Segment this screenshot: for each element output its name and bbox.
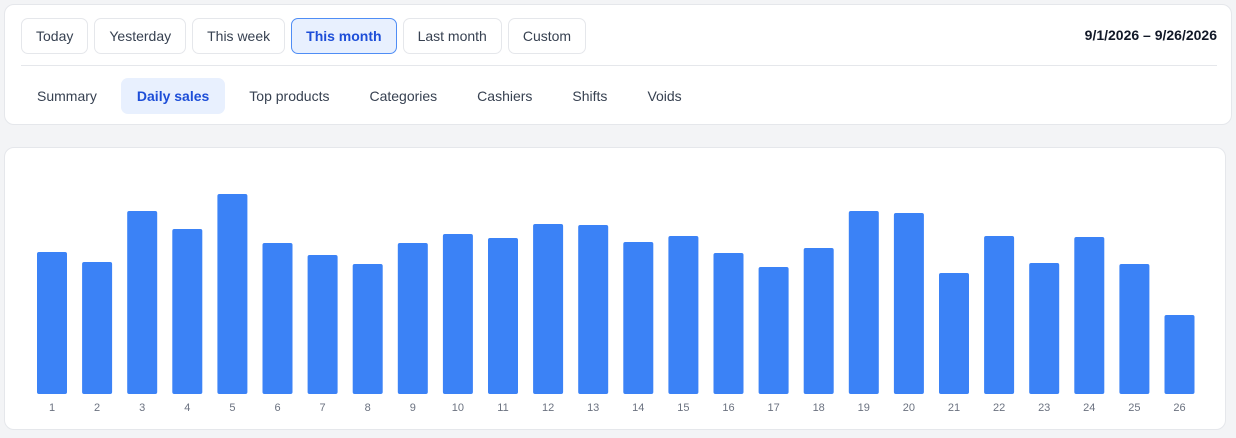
x-tick-label: 22	[993, 402, 1005, 414]
x-tick-label: 12	[542, 402, 554, 414]
range-button-yesterday[interactable]: Yesterday	[94, 18, 187, 54]
x-tick-label: 3	[139, 402, 145, 414]
x-tick-label: 10	[452, 402, 464, 414]
bar-day-15[interactable]	[668, 236, 699, 394]
daily-sales-chart-card: 1 2 3 4 5 6 7 8 9 10 11 12 13 14 15 16 17 18 19 20 21 22 23 24 2…	[4, 147, 1226, 430]
tab-cashiers[interactable]: Cashiers	[477, 88, 533, 104]
x-tick-label: 25	[1128, 402, 1140, 414]
tab-top-products[interactable]: Top products	[249, 88, 330, 104]
tab-summary[interactable]: Summary	[37, 88, 97, 104]
x-tick-label: 9	[410, 402, 416, 414]
range-button-this-week[interactable]: This week	[192, 18, 286, 54]
date-range-display: 9/1/2026 – 9/26/2026	[1084, 27, 1217, 43]
tab-shifts[interactable]: Shifts	[572, 88, 608, 104]
report-tabs: Summary Daily sales Top products Categories…	[21, 78, 698, 114]
tab-categories[interactable]: Categories	[369, 88, 438, 104]
bar-day-12[interactable]	[533, 224, 564, 394]
bar-day-6[interactable]	[262, 243, 293, 394]
x-tick-label: 24	[1083, 402, 1095, 414]
bar-day-4[interactable]	[172, 229, 203, 394]
filter-card: Today Yesterday This week This month Last mo…	[4, 4, 1232, 125]
bar-day-17[interactable]	[758, 267, 789, 394]
bar-day-3[interactable]	[127, 211, 158, 394]
bar-day-26[interactable]	[1164, 315, 1195, 394]
x-tick-label: 4	[184, 402, 190, 414]
bar-day-13[interactable]	[578, 225, 609, 394]
x-tick-label: 20	[903, 402, 915, 414]
x-tick-label: 1	[49, 402, 55, 414]
bar-day-21[interactable]	[939, 273, 969, 394]
x-tick-label: 6	[274, 402, 280, 414]
daily-sales-chart: 1 2 3 4 5 6 7 8 9 10 11 12 13 14 15 16 17 18 19 20 21 22 23 24 2…	[37, 194, 1195, 414]
x-tick-label: 17	[767, 402, 779, 414]
bar-day-2[interactable]	[82, 262, 113, 394]
x-tick-label: 21	[948, 402, 960, 414]
x-tick-label: 23	[1038, 402, 1050, 414]
bar-day-7[interactable]	[307, 255, 338, 394]
bar-day-14[interactable]	[623, 242, 654, 394]
tab-daily-sales[interactable]: Daily sales	[120, 78, 226, 114]
x-tick-label: 7	[320, 402, 326, 414]
x-tick-label: 16	[722, 402, 734, 414]
range-button-last-month[interactable]: Last month	[402, 18, 502, 54]
x-tick-label: 11	[497, 402, 508, 414]
bar-day-19[interactable]	[848, 211, 879, 394]
bar-day-1[interactable]	[37, 252, 67, 394]
bar-day-9[interactable]	[397, 243, 428, 394]
bar-day-5[interactable]	[217, 194, 248, 394]
divider	[21, 65, 1217, 66]
x-tick-label: 19	[858, 402, 870, 414]
bar-day-23[interactable]	[1029, 263, 1060, 394]
bar-day-8[interactable]	[352, 264, 383, 394]
x-tick-label: 5	[229, 402, 235, 414]
x-tick-label: 13	[587, 402, 599, 414]
bar-day-11[interactable]	[488, 238, 518, 394]
x-tick-label: 14	[632, 402, 644, 414]
bar-day-18[interactable]	[803, 248, 834, 394]
range-button-this-month[interactable]: This month	[291, 18, 397, 54]
bar-day-20[interactable]	[893, 213, 924, 394]
bar-day-24[interactable]	[1074, 237, 1105, 394]
bar-day-16[interactable]	[713, 253, 744, 394]
date-range-selector: Today Yesterday This week This month Last mo…	[21, 18, 587, 54]
x-tick-label: 26	[1173, 402, 1185, 414]
tab-voids[interactable]: Voids	[647, 88, 682, 104]
range-button-today[interactable]: Today	[21, 18, 89, 54]
x-tick-label: 2	[94, 402, 100, 414]
x-tick-label: 18	[813, 402, 825, 414]
x-tick-label: 15	[677, 402, 689, 414]
x-tick-label: 8	[365, 402, 371, 414]
range-button-custom[interactable]: Custom	[507, 18, 587, 54]
bar-day-25[interactable]	[1119, 264, 1150, 394]
bar-day-10[interactable]	[442, 234, 473, 394]
bar-day-22[interactable]	[984, 236, 1015, 394]
